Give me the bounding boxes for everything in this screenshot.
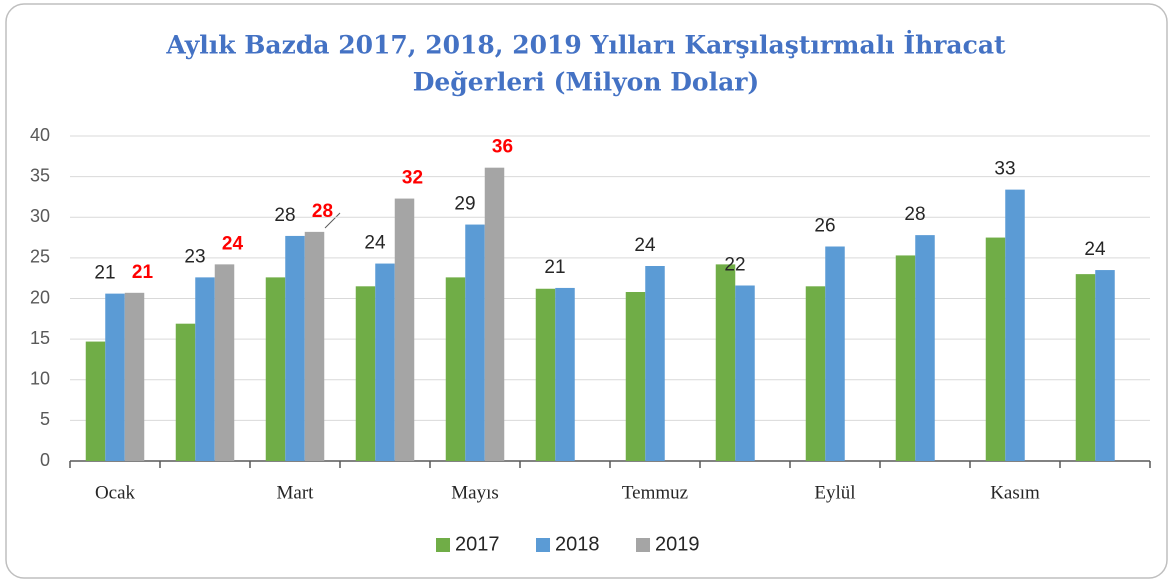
- x-tick-label: Ocak: [95, 482, 136, 503]
- data-label: 21: [132, 262, 154, 283]
- legend-swatch: [536, 538, 550, 552]
- y-tick-label: 15: [30, 328, 50, 348]
- bar: [985, 237, 1006, 461]
- bar: [285, 235, 305, 461]
- data-label: 28: [312, 201, 333, 222]
- bar: [715, 264, 736, 461]
- bar: [394, 198, 415, 461]
- leader-line: [324, 212, 341, 229]
- data-label: 23: [184, 246, 205, 267]
- bar: [375, 263, 395, 461]
- bar: [175, 323, 196, 461]
- y-tick-label: 25: [30, 247, 50, 267]
- legend-label: 2019: [655, 533, 700, 555]
- bar: [214, 264, 235, 461]
- legend-swatch: [436, 538, 450, 552]
- bar: [1095, 270, 1115, 461]
- data-label: 21: [94, 263, 115, 284]
- data-label: 24: [1084, 239, 1106, 260]
- bar: [465, 224, 485, 461]
- data-label: 24: [222, 233, 244, 254]
- y-tick-label: 35: [30, 165, 50, 185]
- y-tick-label: 20: [30, 287, 50, 307]
- data-label: 28: [904, 204, 925, 225]
- data-label: 28: [274, 205, 295, 226]
- bar: [625, 292, 646, 461]
- data-label: 36: [492, 137, 513, 158]
- bar: [805, 286, 826, 461]
- y-tick-label: 30: [30, 206, 50, 226]
- x-tick-label: Mayıs: [451, 482, 499, 503]
- bar: [355, 286, 376, 461]
- x-tick-label: Eylül: [814, 482, 855, 503]
- bar: [484, 167, 505, 461]
- data-label: 26: [814, 216, 835, 237]
- x-tick-label: Mart: [277, 482, 315, 503]
- legend-label: 2018: [555, 533, 600, 555]
- bar: [445, 277, 466, 461]
- bar: [825, 246, 845, 461]
- bar: [85, 341, 106, 461]
- bar: [535, 288, 556, 461]
- y-tick-label: 0: [40, 450, 50, 470]
- legend-swatch: [636, 538, 650, 552]
- legend-label: 2017: [455, 533, 500, 555]
- y-tick-label: 10: [30, 369, 50, 389]
- bar: [195, 277, 215, 461]
- y-tick-label: 40: [30, 125, 50, 145]
- x-tick-label: Temmuz: [622, 482, 688, 503]
- bar: [915, 235, 935, 461]
- data-label: 33: [994, 159, 1015, 180]
- chart-subtitle: Değerleri (Milyon Dolar): [413, 68, 760, 97]
- bar: [735, 285, 755, 461]
- bar: [1075, 274, 1096, 461]
- bar: [895, 255, 916, 461]
- data-label: 29: [454, 194, 475, 215]
- bar: [1005, 189, 1025, 461]
- bar: [645, 266, 665, 461]
- bar: [555, 287, 575, 461]
- x-tick-label: Kasım: [990, 482, 1040, 503]
- data-label: 22: [724, 255, 745, 276]
- y-tick-label: 5: [40, 409, 50, 429]
- bar: [304, 231, 325, 461]
- data-label: 21: [544, 257, 565, 278]
- data-label: 24: [634, 235, 656, 256]
- bar: [105, 293, 125, 461]
- bar: [265, 277, 286, 461]
- chart-title: Aylık Bazda 2017, 2018, 2019 Yılları Kar…: [165, 31, 1006, 60]
- data-label: 24: [364, 233, 386, 254]
- bar: [124, 292, 145, 461]
- data-label: 32: [402, 168, 423, 189]
